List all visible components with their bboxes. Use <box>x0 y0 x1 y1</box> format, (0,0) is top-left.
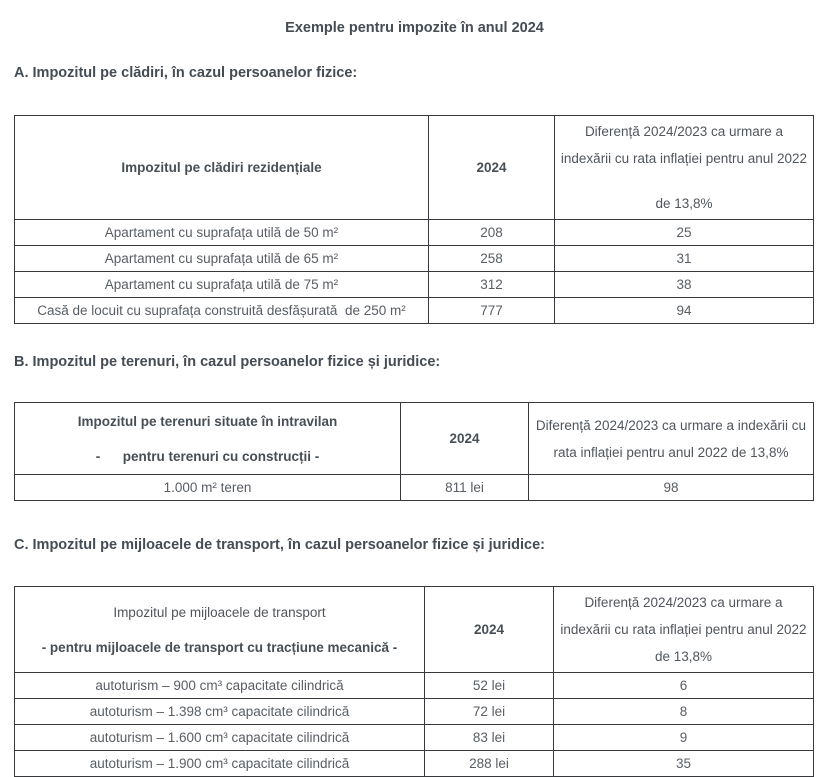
difference-text-line1: Diferență 2024/2023 ca urmare a indexări… <box>560 124 808 166</box>
difference-text: Diferență 2024/2023 ca urmare a indexări… <box>535 417 807 460</box>
header-cell-building-tax: Impozitul pe clădiri rezidențiale <box>14 115 429 220</box>
row-diff-value: 35 <box>553 750 814 777</box>
table-header-row: Impozitul pe terenuri situate în intravi… <box>14 402 814 475</box>
land-tax-title-line2: - pentru terenuri cu construcții - <box>95 448 320 464</box>
header-cell-year: 2024 <box>428 115 555 220</box>
row-diff-value: 9 <box>553 724 814 751</box>
row-year-value: 52 lei <box>424 672 554 699</box>
row-label: autoturism – 1.900 cm³ capacitate cilind… <box>14 750 425 777</box>
table-row: Apartament cu suprafața utilă de 50 m² 2… <box>14 219 814 246</box>
row-diff-value: 6 <box>553 672 814 699</box>
row-label: autoturism – 1.398 cm³ capacitate cilind… <box>14 698 425 725</box>
building-tax-table: Impozitul pe clădiri rezidențiale 2024 D… <box>14 115 814 324</box>
table-row: autoturism – 1.900 cm³ capacitate cilind… <box>14 750 814 777</box>
land-tax-table: Impozitul pe terenuri situate în intravi… <box>14 402 814 501</box>
section-a-heading: A. Impozitul pe clădiri, în cazul persoa… <box>14 65 358 81</box>
row-label: autoturism – 900 cm³ capacitate cilindri… <box>14 672 425 699</box>
section-b-heading: B. Impozitul pe terenuri, în cazul perso… <box>14 354 441 370</box>
difference-text-line2: de 13,8% <box>655 196 713 211</box>
row-diff-value: 98 <box>528 474 814 501</box>
table-row: Apartament cu suprafața utilă de 75 m² 3… <box>14 271 814 298</box>
row-diff-value: 94 <box>554 297 814 324</box>
table-row: Apartament cu suprafața utilă de 65 m² 2… <box>14 245 814 272</box>
table-row: 1.000 m² teren 811 lei 98 <box>14 474 814 501</box>
table-header-row: Impozitul pe clădiri rezidențiale 2024 D… <box>14 115 814 220</box>
row-year-value: 288 lei <box>424 750 554 777</box>
row-year-value: 312 <box>428 271 555 298</box>
row-year-value: 208 <box>428 219 555 246</box>
header-cell-difference: Diferență 2024/2023 ca urmare a indexări… <box>528 402 814 475</box>
row-label: Apartament cu suprafața utilă de 65 m² <box>14 245 429 272</box>
table-row: autoturism – 900 cm³ capacitate cilindri… <box>14 672 814 699</box>
row-year-value: 83 lei <box>424 724 554 751</box>
header-cell-difference: Diferență 2024/2023 ca urmare a indexări… <box>554 115 814 220</box>
header-cell-land-tax: Impozitul pe terenuri situate în intravi… <box>14 402 401 475</box>
row-diff-value: 38 <box>554 271 814 298</box>
table-row: autoturism – 1.398 cm³ capacitate cilind… <box>14 698 814 725</box>
difference-text: Diferență 2024/2023 ca urmare a indexări… <box>560 595 807 664</box>
row-label: Apartament cu suprafața utilă de 50 m² <box>14 219 429 246</box>
vehicle-tax-title-line2: - pentru mijloacele de transport cu trac… <box>41 639 398 655</box>
row-label: Casă de locuit cu suprafața construită d… <box>14 297 429 324</box>
row-year-value: 777 <box>428 297 555 324</box>
row-label: Apartament cu suprafața utilă de 75 m² <box>14 271 429 298</box>
row-year-value: 258 <box>428 245 555 272</box>
section-c-heading: C. Impozitul pe mijloacele de transport,… <box>14 537 545 553</box>
header-cell-year: 2024 <box>400 402 529 475</box>
row-year-value: 811 lei <box>400 474 529 501</box>
header-cell-difference: Diferență 2024/2023 ca urmare a indexări… <box>553 586 814 673</box>
row-diff-value: 8 <box>553 698 814 725</box>
page-title: Exemple pentru impozite în anul 2024 <box>285 20 544 36</box>
row-label: autoturism – 1.600 cm³ capacitate cilind… <box>14 724 425 751</box>
vehicle-tax-table: Impozitul pe mijloacele de transport - p… <box>14 586 814 777</box>
header-cell-year: 2024 <box>424 586 554 673</box>
row-year-value: 72 lei <box>424 698 554 725</box>
header-cell-vehicle-tax: Impozitul pe mijloacele de transport - p… <box>14 586 425 673</box>
row-diff-value: 25 <box>554 219 814 246</box>
table-row: autoturism – 1.600 cm³ capacitate cilind… <box>14 724 814 751</box>
table-header-row: Impozitul pe mijloacele de transport - p… <box>14 586 814 673</box>
vehicle-tax-title-line1: Impozitul pe mijloacele de transport <box>113 604 326 620</box>
table-row: Casă de locuit cu suprafața construită d… <box>14 297 814 324</box>
row-diff-value: 31 <box>554 245 814 272</box>
row-label: 1.000 m² teren <box>14 474 401 501</box>
land-tax-title-line1: Impozitul pe terenuri situate în intravi… <box>77 413 338 429</box>
